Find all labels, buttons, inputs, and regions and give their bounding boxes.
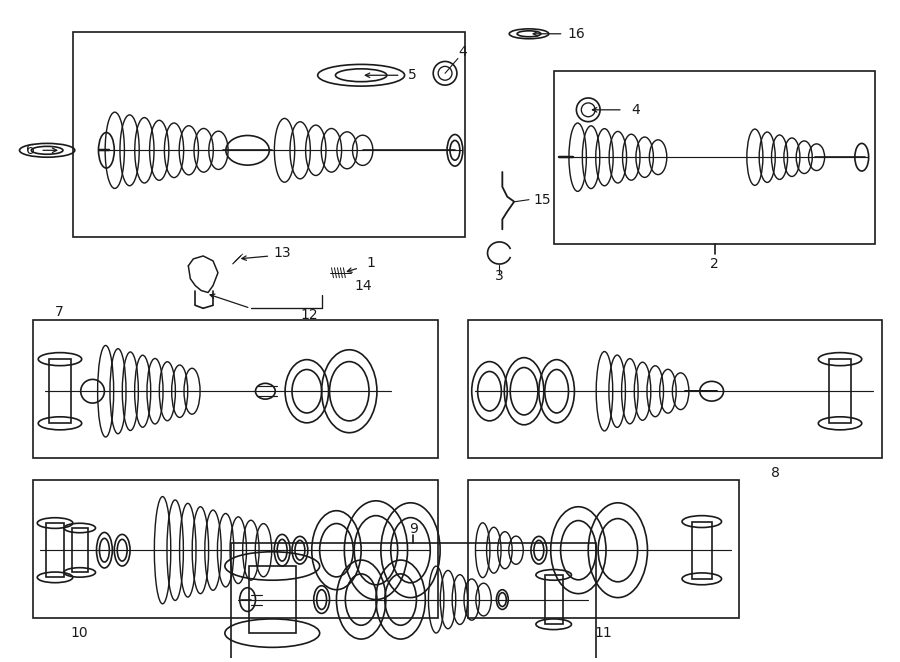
Bar: [46, 523, 64, 577]
Bar: [33, 480, 438, 618]
Text: 8: 8: [771, 466, 780, 480]
Text: 1: 1: [366, 256, 375, 270]
Text: 6: 6: [26, 143, 35, 158]
Bar: [468, 320, 883, 458]
Text: 11: 11: [594, 626, 612, 640]
Text: 13: 13: [274, 246, 291, 260]
Bar: [468, 480, 739, 618]
Text: 9: 9: [409, 522, 418, 536]
Bar: [33, 320, 438, 458]
Text: 3: 3: [495, 269, 504, 283]
Text: 16: 16: [568, 26, 585, 41]
Text: 2: 2: [710, 257, 719, 271]
Bar: [554, 71, 875, 244]
Bar: [248, 566, 296, 633]
Text: 14: 14: [355, 279, 372, 293]
Text: 15: 15: [533, 193, 551, 207]
Bar: [73, 32, 464, 237]
Text: 4: 4: [631, 103, 640, 117]
Text: 4: 4: [458, 44, 467, 58]
Bar: [72, 528, 87, 573]
Bar: [692, 522, 712, 579]
Bar: [230, 544, 596, 660]
Bar: [50, 359, 71, 423]
Text: 5: 5: [408, 68, 417, 82]
Text: 7: 7: [55, 305, 64, 319]
Text: 12: 12: [300, 308, 318, 322]
Text: 10: 10: [71, 626, 88, 640]
Bar: [544, 575, 562, 624]
Bar: [829, 359, 850, 423]
